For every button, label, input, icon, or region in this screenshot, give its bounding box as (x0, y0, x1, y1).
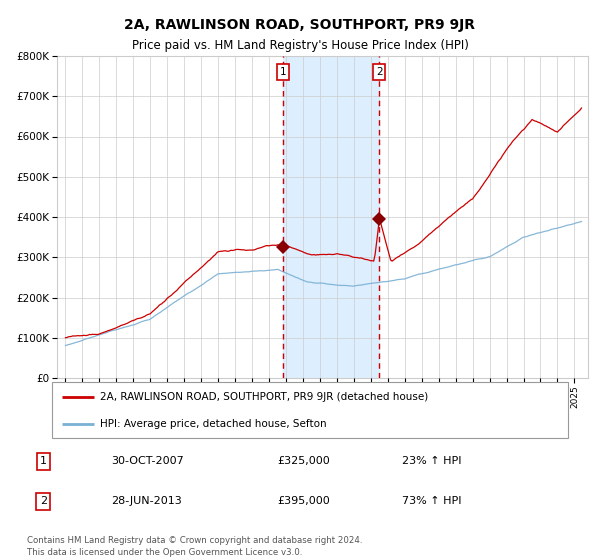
Text: 73% ↑ HPI: 73% ↑ HPI (401, 496, 461, 506)
Text: Price paid vs. HM Land Registry's House Price Index (HPI): Price paid vs. HM Land Registry's House … (131, 39, 469, 53)
Text: £395,000: £395,000 (277, 496, 330, 506)
Text: Contains HM Land Registry data © Crown copyright and database right 2024.
This d: Contains HM Land Registry data © Crown c… (27, 536, 362, 557)
Text: 2A, RAWLINSON ROAD, SOUTHPORT, PR9 9JR (detached house): 2A, RAWLINSON ROAD, SOUTHPORT, PR9 9JR (… (100, 391, 428, 402)
Text: 23% ↑ HPI: 23% ↑ HPI (401, 456, 461, 466)
Text: 1: 1 (40, 456, 47, 466)
Bar (283, 56, 379, 378)
Text: 2A, RAWLINSON ROAD, SOUTHPORT, PR9 9JR: 2A, RAWLINSON ROAD, SOUTHPORT, PR9 9JR (125, 18, 476, 32)
Text: 2: 2 (376, 67, 382, 77)
Text: HPI: Average price, detached house, Sefton: HPI: Average price, detached house, Seft… (100, 419, 327, 429)
Text: 28-JUN-2013: 28-JUN-2013 (111, 496, 182, 506)
Text: £325,000: £325,000 (277, 456, 330, 466)
Text: 30-OCT-2007: 30-OCT-2007 (111, 456, 184, 466)
Text: 2: 2 (40, 496, 47, 506)
Text: 1: 1 (280, 67, 286, 77)
FancyBboxPatch shape (52, 382, 568, 438)
